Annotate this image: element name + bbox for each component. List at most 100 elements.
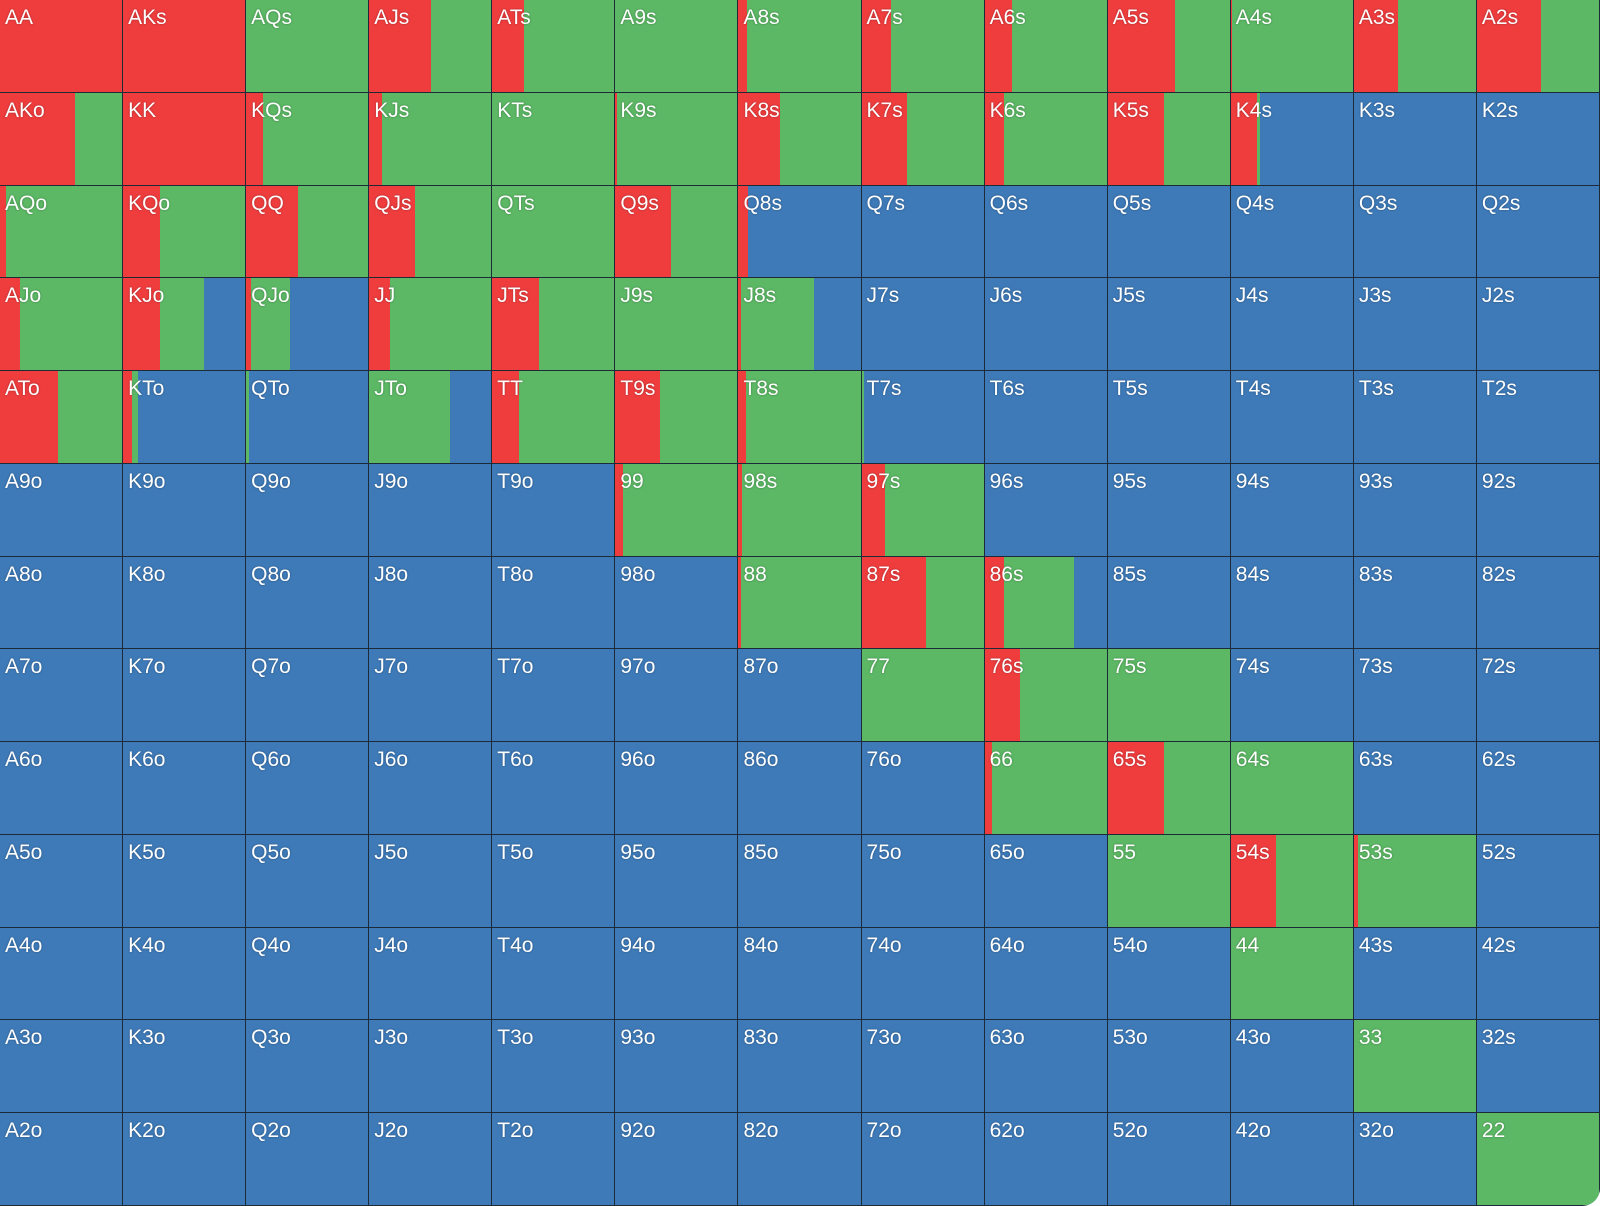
call-segment [615, 0, 739, 93]
hand-label: 82o [743, 1119, 779, 1143]
hand-label: J9s [620, 284, 654, 308]
call-segment [1011, 0, 1108, 93]
hand-label: 32o [1358, 1119, 1394, 1143]
fold-segment [615, 834, 739, 928]
hand-cell: 95s [1107, 463, 1231, 557]
hand-label: T7o [497, 655, 534, 679]
hand-label: A4o [5, 933, 43, 957]
fold-segment [1476, 371, 1600, 464]
hand-cell: J4o [369, 927, 493, 1021]
hand-cell: AQs [246, 0, 370, 93]
hand-label: K8s [743, 98, 780, 122]
raise-segment [492, 371, 520, 464]
hand-cell: T6s [984, 371, 1108, 464]
hand-label: J8s [743, 284, 777, 308]
call-segment [861, 371, 864, 464]
hand-cell: Q5o [246, 834, 370, 928]
hand-label: AQs [251, 6, 292, 29]
fold-segment [290, 278, 370, 372]
hand-cell: T2o [492, 1113, 616, 1206]
call-segment [1398, 0, 1477, 93]
call-segment [1476, 1113, 1600, 1206]
hand-cell: 72o [861, 1113, 985, 1206]
hand-cell: 22 [1476, 1113, 1600, 1206]
hand-cell: T8o [492, 556, 616, 650]
fold-segment [1476, 742, 1600, 835]
hand-label: 94s [1235, 469, 1270, 493]
hand-label: Q8o [251, 562, 291, 586]
hand-label: Q3o [251, 1026, 291, 1050]
hand-cell: T3s [1353, 371, 1477, 464]
hand-cell: T4s [1230, 371, 1354, 464]
hand-cell: 75o [861, 834, 985, 928]
hand-cell: Q2s [1476, 185, 1600, 279]
hand-label: 43o [1235, 1026, 1271, 1050]
hand-cell: 63s [1353, 742, 1477, 835]
hand-cell: J8s [738, 278, 862, 372]
hand-cell: 97o [615, 649, 739, 743]
fold-segment [0, 556, 124, 650]
hand-cell: K6s [984, 92, 1108, 186]
fold-segment [984, 1113, 1108, 1206]
hand-cell: 53s [1353, 834, 1477, 928]
call-segment [381, 92, 493, 186]
hand-cell: AJo [0, 278, 124, 372]
hand-cell: KJo [123, 278, 247, 372]
fold-segment [1107, 371, 1231, 464]
fold-segment [492, 742, 616, 835]
hand-cell: 54s [1230, 834, 1354, 928]
raise-segment [861, 92, 908, 186]
fold-segment [492, 1020, 616, 1114]
hand-label: A5s [1112, 6, 1149, 29]
fold-segment [246, 556, 370, 650]
hand-cell: 83s [1353, 556, 1477, 650]
raise-segment [984, 92, 1005, 186]
hand-label: J9o [374, 469, 409, 493]
raise-segment [738, 463, 743, 557]
hand-cell: 65o [984, 834, 1108, 928]
hand-label: 72o [866, 1119, 902, 1143]
fold-segment [369, 463, 493, 557]
fold-segment [123, 463, 247, 557]
hand-cell: 73s [1353, 649, 1477, 743]
hand-cell: 74o [861, 927, 985, 1021]
fold-segment [1476, 1020, 1600, 1114]
hand-label: K8o [128, 562, 166, 586]
fold-segment [1230, 556, 1354, 650]
hand-label: AA [5, 6, 34, 29]
call-segment [414, 185, 493, 279]
hand-label: T9s [620, 377, 656, 401]
fold-segment [1353, 185, 1477, 279]
hand-label: 86o [743, 748, 779, 772]
hand-label: K7o [128, 655, 166, 679]
hand-cell: 92s [1476, 463, 1600, 557]
raise-segment [1107, 92, 1165, 186]
hand-cell: 96o [615, 742, 739, 835]
fold-segment [123, 927, 247, 1021]
call-segment [369, 371, 451, 464]
hand-label: QTs [497, 191, 535, 215]
raise-segment [492, 0, 525, 93]
fold-segment [0, 1113, 124, 1206]
call-segment [390, 278, 493, 372]
hand-label: 32s [1481, 1026, 1516, 1050]
hand-label: 62s [1481, 748, 1516, 772]
raise-segment [492, 278, 540, 372]
fold-segment [1107, 1020, 1231, 1114]
hand-label: 84o [743, 933, 779, 957]
hand-cell: Q8s [738, 185, 862, 279]
hand-cell: 32o [1353, 1113, 1477, 1206]
fold-segment [1260, 92, 1354, 186]
hand-label: 88 [743, 562, 767, 586]
hand-cell: 52s [1476, 834, 1600, 928]
hand-label: 43s [1358, 933, 1393, 957]
raise-segment [0, 0, 124, 93]
call-segment [925, 556, 985, 650]
hand-cell: K2s [1476, 92, 1600, 186]
fold-segment [492, 556, 616, 650]
hand-cell: Q9s [615, 185, 739, 279]
fold-segment [738, 649, 862, 743]
call-segment [1004, 92, 1108, 186]
raise-segment [123, 0, 247, 93]
